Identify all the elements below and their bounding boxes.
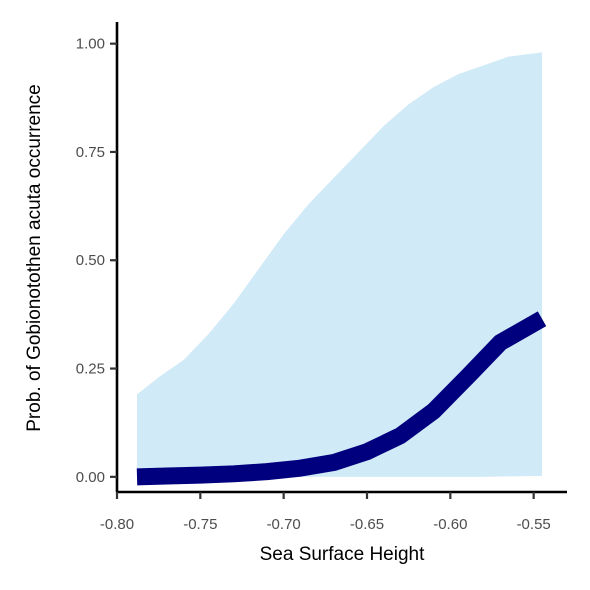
x-tick-label: -0.60 xyxy=(433,516,467,533)
x-tick-label: -0.70 xyxy=(267,516,301,533)
y-axis-title: Prob. of Gobionotothen acuta occurrence xyxy=(24,84,45,432)
x-tick-label: -0.75 xyxy=(183,516,217,533)
confidence-band xyxy=(137,52,542,477)
ticks: -0.80 -0.75 -0.70 -0.65 -0.60 -0.55 0.00 0.25 0.… xyxy=(76,36,551,533)
y-tick-label: 0.25 xyxy=(76,361,105,378)
axes xyxy=(115,22,567,494)
y-tick-label: 0.00 xyxy=(76,469,105,486)
probability-line xyxy=(136,311,547,486)
confidence-band-layer xyxy=(137,52,542,477)
y-tick-label: 0.75 xyxy=(76,144,105,161)
x-tick-label: -0.65 xyxy=(350,516,384,533)
x-tick-label: -0.55 xyxy=(517,516,551,533)
y-tick-label: 0.50 xyxy=(76,252,105,269)
line-layer xyxy=(136,311,547,486)
x-tick-label: -0.80 xyxy=(100,516,134,533)
x-axis-title: Sea Surface Height xyxy=(260,544,425,565)
y-tick-label: 1.00 xyxy=(76,36,105,53)
